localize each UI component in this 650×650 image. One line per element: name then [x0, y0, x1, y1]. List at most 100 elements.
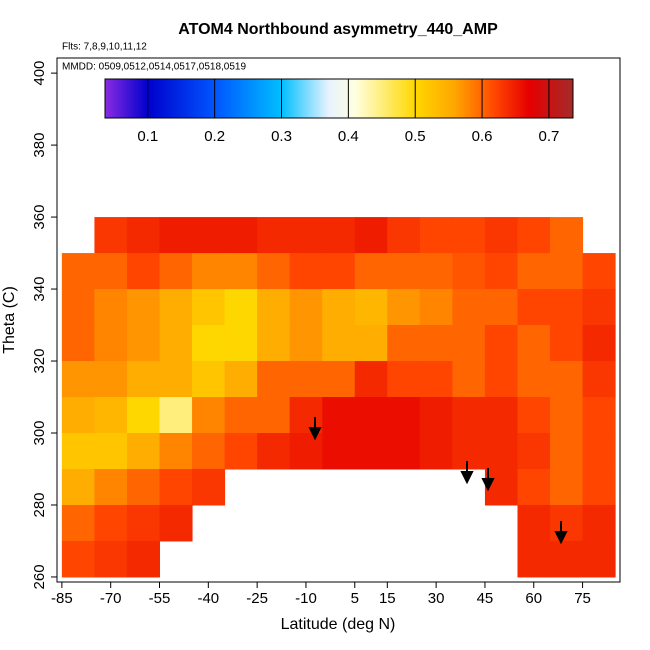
y-tick-label: 260 [31, 564, 48, 589]
heatmap-cell [419, 325, 453, 362]
heatmap-cell [354, 325, 388, 362]
heatmap-cell [94, 217, 128, 254]
heatmap-cell [94, 433, 128, 470]
heatmap-cell [126, 325, 161, 362]
heatmap-cell [289, 289, 323, 326]
heatmap-cell [354, 397, 388, 434]
colorbar [104, 78, 574, 119]
heatmap-cell [159, 397, 193, 434]
heatmap-cell [452, 253, 486, 290]
heatmap-cell [387, 325, 421, 362]
heatmap-cell [94, 504, 128, 542]
heatmap-cell [582, 253, 616, 290]
heatmap-cell [224, 433, 258, 470]
heatmap-cell [159, 289, 193, 326]
heatmap-cell [126, 504, 161, 542]
heatmap-cell [224, 361, 258, 398]
heatmap-cell [517, 504, 551, 542]
heatmap-cell [192, 289, 226, 326]
heatmap-cell [192, 468, 226, 506]
heatmap-cell [159, 325, 193, 362]
heatmap-cell [419, 217, 453, 254]
heatmap-cell [354, 289, 388, 326]
heatmap-cell [289, 433, 323, 470]
heatmap-cell [126, 540, 161, 578]
x-tick-label: 45 [477, 590, 494, 607]
heatmap-cell [387, 217, 421, 254]
heatmap-cell [582, 468, 616, 506]
heatmap-cell [452, 325, 486, 362]
heatmap-cell [94, 540, 128, 578]
heatmap-cell [517, 468, 551, 506]
chart-title: ATOM4 Northbound asymmetry_440_AMP [178, 21, 498, 38]
heatmap-cell [159, 468, 193, 506]
heatmap-cell [550, 361, 584, 398]
heatmap-cell [159, 217, 193, 254]
heatmap-cell [419, 253, 453, 290]
heatmap-cell [452, 217, 486, 254]
heatmap-cell [582, 289, 616, 326]
colorbar-tick-label: 0.4 [338, 128, 359, 145]
heatmap-cell [484, 217, 518, 254]
colorbar-tick-label: 0.6 [472, 128, 493, 145]
heatmap-cell [484, 468, 518, 506]
heatmap-cell [550, 504, 584, 542]
heatmap-cell [484, 325, 518, 362]
heatmap-cell [322, 361, 356, 398]
heatmap-cell [192, 397, 226, 434]
heatmap-cell [517, 433, 551, 470]
heatmap-cell [224, 253, 258, 290]
heatmap-cell [550, 397, 584, 434]
heatmap-cell [354, 361, 388, 398]
heatmap-cell [419, 397, 453, 434]
heatmap-cell [126, 433, 161, 470]
x-tick-label: 75 [574, 590, 591, 607]
heatmap-cell [452, 289, 486, 326]
colorbar-tick-label: 0.3 [271, 128, 292, 145]
heatmap-cell [582, 433, 616, 470]
x-tick-label: -10 [295, 590, 317, 607]
heatmap-cell [257, 397, 291, 434]
x-tick-label: -40 [197, 590, 219, 607]
x-tick-label: -25 [246, 590, 268, 607]
y-tick-label: 280 [31, 492, 48, 517]
heatmap-cell [484, 433, 518, 470]
annotation-arrows [308, 417, 568, 545]
heatmap-cell [61, 397, 95, 434]
x-tick-label: 15 [379, 590, 396, 607]
heatmap-cell [322, 217, 356, 254]
heatmap-cell [94, 289, 128, 326]
heatmap-cell [61, 468, 95, 506]
heatmap-cell [484, 289, 518, 326]
heatmap-cell [159, 253, 193, 290]
heatmap-cell [224, 217, 258, 254]
heatmap-cell [159, 361, 193, 398]
heatmap-cell [126, 397, 161, 434]
heatmap-cell [159, 504, 193, 542]
heatmap-cell [322, 397, 356, 434]
heatmap-cell [94, 325, 128, 362]
y-tick-label: 360 [31, 205, 48, 230]
annotation: MMDD: 0509,0512,0514,0517,0518,0519 [62, 62, 246, 73]
heatmap-cell [159, 433, 193, 470]
heatmap-cell [289, 325, 323, 362]
heatmap-cell [452, 397, 486, 434]
heatmap-cell [517, 289, 551, 326]
colorbar-tick-label: 0.2 [204, 128, 225, 145]
heatmap-cell [126, 468, 161, 506]
heatmap-cell [192, 217, 226, 254]
heatmap-cell [289, 253, 323, 290]
heatmap-cell [354, 217, 388, 254]
heatmap-cell [126, 289, 161, 326]
heatmap-cell [257, 325, 291, 362]
heatmap-cell [322, 253, 356, 290]
heatmap-cell [257, 253, 291, 290]
y-tick-label: 300 [31, 420, 48, 445]
heatmap-cell [550, 325, 584, 362]
colorbar-tick-label: 0.1 [137, 128, 158, 145]
x-tick-label: 5 [351, 590, 359, 607]
x-axis-label: Latitude (deg N) [281, 616, 396, 633]
heatmap-cell [289, 217, 323, 254]
heatmap-cell [387, 361, 421, 398]
x-tick-label: -85 [51, 590, 73, 607]
